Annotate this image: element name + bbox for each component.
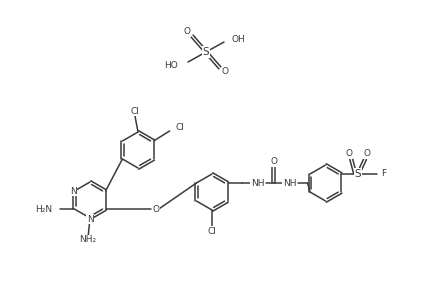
Text: S: S — [203, 47, 209, 57]
Text: N: N — [70, 187, 77, 195]
Text: O: O — [345, 150, 353, 159]
Text: O: O — [364, 150, 371, 159]
Text: Cl: Cl — [131, 106, 139, 116]
Text: H₂N: H₂N — [35, 204, 53, 213]
Text: O: O — [221, 68, 228, 77]
Text: O: O — [270, 158, 277, 167]
Text: NH₂: NH₂ — [79, 235, 96, 244]
Text: NH: NH — [283, 179, 296, 187]
Text: Cl: Cl — [176, 123, 184, 133]
Text: F: F — [381, 170, 386, 179]
Text: NH: NH — [251, 179, 264, 187]
Text: S: S — [355, 169, 362, 179]
Text: O: O — [152, 204, 159, 213]
Text: OH: OH — [232, 35, 246, 44]
Text: HO: HO — [164, 60, 178, 69]
Text: Cl: Cl — [207, 226, 217, 235]
Text: O: O — [184, 27, 191, 36]
Text: N: N — [87, 215, 93, 224]
